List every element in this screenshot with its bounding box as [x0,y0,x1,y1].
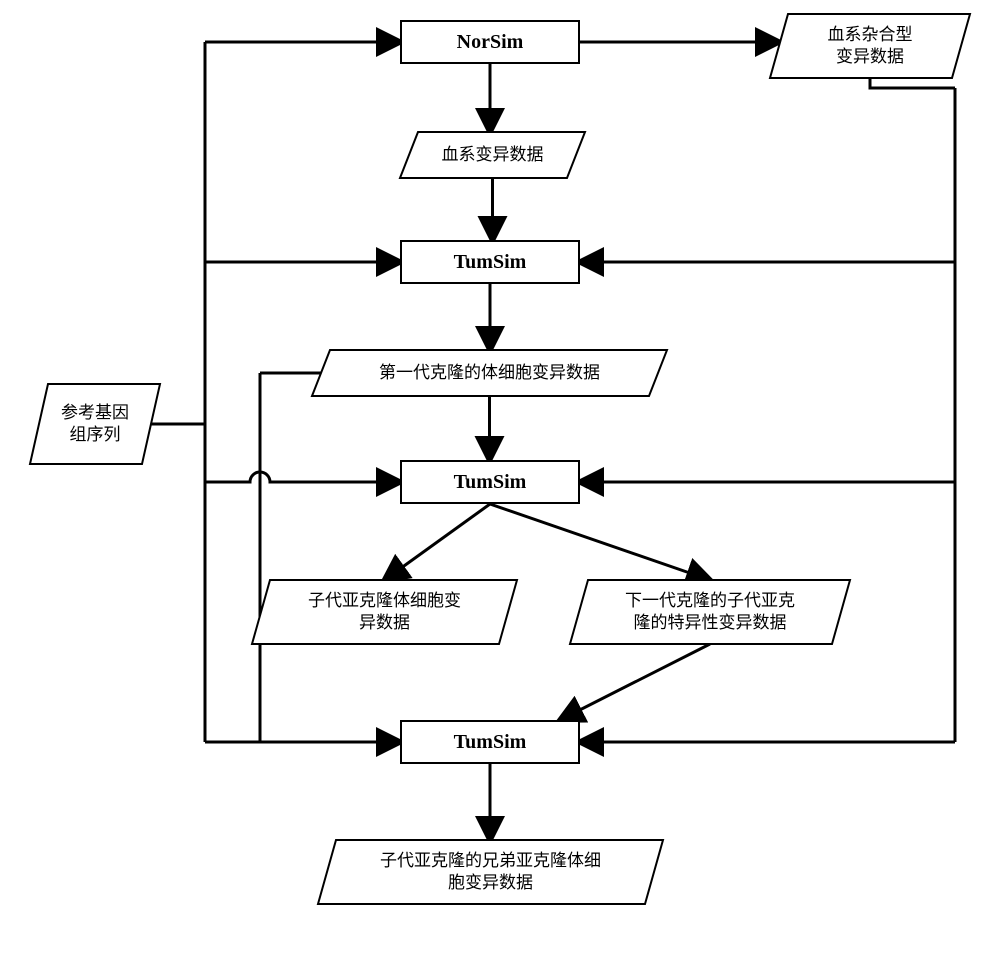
label: NorSim [457,29,524,55]
label: 子代亚克隆体细胞变异数据 [252,590,517,634]
label: 血系杂合型变异数据 [770,24,970,68]
data-child: 子代亚克隆体细胞变异数据 [252,580,517,644]
process-tumsim-1: TumSim [400,240,580,284]
process-tumsim-3: TumSim [400,720,580,764]
data-sibling: 子代亚克隆的兄弟亚克隆体细胞变异数据 [318,840,663,904]
label: TumSim [454,249,527,275]
data-het: 血系杂合型变异数据 [770,14,970,78]
label: 下一代克隆的子代亚克隆的特异性变异数据 [570,590,850,634]
data-nextgen: 下一代克隆的子代亚克隆的特异性变异数据 [570,580,850,644]
process-tumsim-2: TumSim [400,460,580,504]
data-gen1: 第一代克隆的体细胞变异数据 [312,350,667,396]
label: 子代亚克隆的兄弟亚克隆体细胞变异数据 [318,850,663,894]
label: TumSim [454,729,527,755]
label: 参考基因组序列 [30,402,160,446]
data-lineage: 血系变异数据 [400,132,585,178]
label: 第一代克隆的体细胞变异数据 [312,362,667,384]
label: TumSim [454,469,527,495]
data-refseq: 参考基因组序列 [30,384,160,464]
label: 血系变异数据 [400,144,585,166]
process-norsim: NorSim [400,20,580,64]
